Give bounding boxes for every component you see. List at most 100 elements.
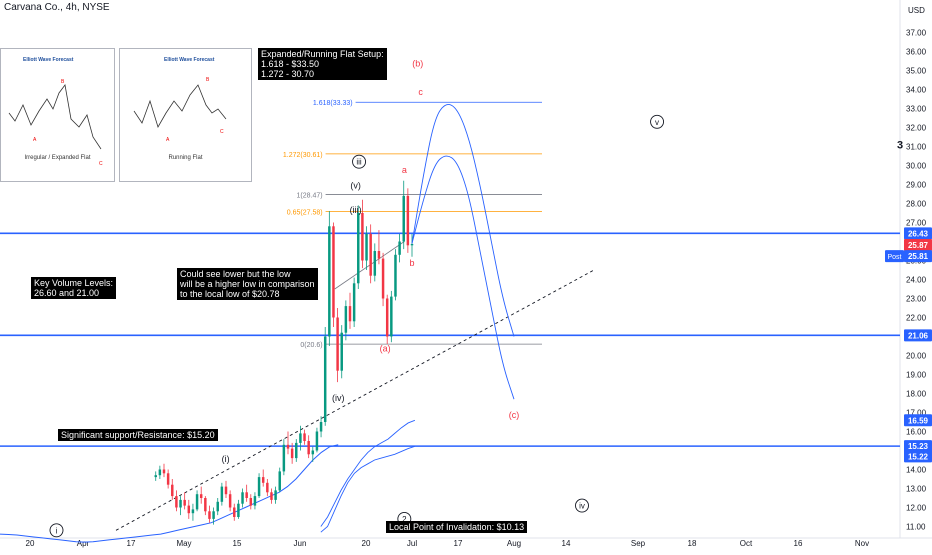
invalidation-note: Local Point of Invalidation: $10.13 xyxy=(386,521,528,533)
candle-body xyxy=(369,233,372,276)
setup-note: Expanded/Running Flat Setup: 1.618 - $33… xyxy=(258,48,387,80)
expanded-flat-diagram-icon: A B C xyxy=(8,79,103,167)
candle-body xyxy=(336,317,339,371)
wave-label: c xyxy=(418,87,423,97)
band-upper-line xyxy=(320,419,416,527)
y-tick-label: 29.00 xyxy=(906,181,927,190)
svg-text:B: B xyxy=(206,77,210,83)
candle-body xyxy=(394,254,397,297)
y-tick-label: 24.00 xyxy=(906,276,927,285)
candle-body xyxy=(241,492,244,504)
price-tag xyxy=(904,450,932,463)
fib-level-label: 0(20.6) xyxy=(300,342,322,349)
price-tag xyxy=(904,238,932,251)
svg-text:C: C xyxy=(99,161,103,167)
candle-body xyxy=(166,473,170,485)
candle-body xyxy=(274,490,277,500)
candle-body xyxy=(328,226,331,337)
price-tag xyxy=(904,414,932,427)
svg-text:A: A xyxy=(166,137,170,143)
y-tick-label: 20.00 xyxy=(906,352,927,361)
price-tag-label: 25.81 xyxy=(908,252,929,261)
price-tag-label: 26.43 xyxy=(908,229,929,238)
currency-label: USD xyxy=(908,6,925,15)
y-tick-label: 32.00 xyxy=(906,124,927,133)
thumbnail-caption: Running Flat xyxy=(168,155,203,161)
candle-body xyxy=(340,332,343,371)
candle-body xyxy=(175,496,178,508)
candle-body xyxy=(381,258,385,299)
thumbnail-expanded-flat: Elliott Wave Forecast A B C Irregular / … xyxy=(0,48,115,182)
candle-body xyxy=(286,444,290,449)
candle-body xyxy=(361,213,364,261)
candle-body xyxy=(352,283,356,322)
y-tick-label: 30.00 xyxy=(906,162,927,171)
price-tag xyxy=(904,250,932,263)
price-tag xyxy=(904,329,932,342)
projection-upper-path xyxy=(411,104,515,337)
x-tick-label: Nov xyxy=(855,539,869,548)
candle-body xyxy=(208,511,211,519)
x-tick-label: Jul xyxy=(407,539,417,548)
candle-body xyxy=(402,195,405,242)
candle-body xyxy=(237,503,240,517)
candle-body xyxy=(332,226,335,318)
candle-body xyxy=(410,243,414,246)
symbol-title: Carvana Co., 4h, NYSE xyxy=(4,2,110,13)
candle-body xyxy=(278,471,281,491)
candle-body xyxy=(307,441,310,455)
candle-body xyxy=(162,469,166,474)
price-tag-label: 16.59 xyxy=(908,416,929,425)
candle-body xyxy=(253,496,257,506)
candle-body xyxy=(365,233,368,261)
candle-body xyxy=(303,433,306,441)
price-tag-label: 21.06 xyxy=(908,331,929,340)
candle-body xyxy=(183,499,186,506)
svg-text:C: C xyxy=(220,129,224,135)
x-tick-label: 17 xyxy=(454,539,463,548)
candle-body xyxy=(191,509,195,514)
circled-wave-label: i xyxy=(56,526,58,535)
y-tick-label: 13.00 xyxy=(906,485,927,494)
candle-body xyxy=(154,475,157,478)
candle-body xyxy=(344,306,348,333)
wave-label: b xyxy=(409,258,414,268)
wave-circle xyxy=(352,154,367,169)
wave-label: (v) xyxy=(350,180,361,190)
y-tick-label: 18.00 xyxy=(906,390,927,399)
wave-label: (b) xyxy=(412,59,423,69)
support-note: Significant support/Resistance: $15.20 xyxy=(58,429,218,441)
x-tick-label: Aug xyxy=(507,539,521,548)
price-tag-label: 15.22 xyxy=(908,452,929,461)
candle-body xyxy=(212,511,215,519)
could-see-lower-note: Could see lower but the low will be a hi… xyxy=(177,268,318,300)
wave-circle xyxy=(49,523,64,538)
candle-body xyxy=(195,494,199,510)
candle-body xyxy=(261,477,265,483)
candle-body xyxy=(406,195,410,246)
y-tick-label: 27.00 xyxy=(906,219,927,228)
y-tick-label: 16.00 xyxy=(906,428,927,437)
wave-label: (i) xyxy=(222,454,230,464)
candle-body xyxy=(249,498,253,506)
candle-body xyxy=(220,486,224,502)
x-tick-label: 16 xyxy=(794,539,803,548)
thumbnail-running-flat: Elliott Wave Forecast A B C Running Flat xyxy=(119,48,252,182)
candle-body xyxy=(398,241,401,255)
y-tick-label: 11.00 xyxy=(906,523,926,532)
candle-body xyxy=(323,336,327,422)
x-tick-label: 17 xyxy=(127,539,136,548)
candle-body xyxy=(216,501,219,512)
candle-body xyxy=(171,484,174,497)
thumbnail-logo: Elliott Wave Forecast xyxy=(164,57,215,63)
wave-label: (a) xyxy=(380,344,391,354)
fib-level-label: 1.272(30.61) xyxy=(283,152,323,159)
wave-circle xyxy=(575,498,589,513)
wave-label: (iii) xyxy=(350,205,362,215)
x-tick-label: 18 xyxy=(688,539,697,548)
candle-body xyxy=(311,450,315,455)
candle-body xyxy=(348,306,352,322)
y-tick-label: 31.00 xyxy=(906,143,927,152)
candle-body xyxy=(158,469,162,476)
